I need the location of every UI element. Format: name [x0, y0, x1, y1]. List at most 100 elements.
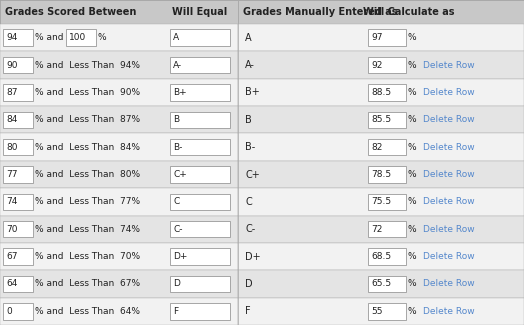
- Text: Delete Row: Delete Row: [423, 170, 475, 179]
- Bar: [368, 221, 406, 238]
- Text: 75.5: 75.5: [371, 197, 391, 206]
- Text: %: %: [408, 280, 417, 289]
- Text: 72: 72: [371, 225, 383, 234]
- Bar: [3, 276, 33, 292]
- Bar: [3, 194, 33, 210]
- Text: 0: 0: [6, 307, 12, 316]
- Bar: [0, 24, 238, 51]
- Text: 90: 90: [6, 60, 17, 70]
- Text: 80: 80: [6, 143, 17, 152]
- Bar: [66, 30, 96, 46]
- Bar: [0, 134, 238, 161]
- Text: 84: 84: [6, 115, 17, 124]
- Text: % and  Less Than  77%: % and Less Than 77%: [35, 197, 140, 206]
- Text: Delete Row: Delete Row: [423, 252, 475, 261]
- Text: C-: C-: [173, 225, 182, 234]
- Bar: [170, 139, 230, 155]
- Bar: [170, 57, 230, 73]
- Text: 64: 64: [6, 280, 17, 289]
- Bar: [0, 51, 238, 79]
- Text: A-: A-: [245, 60, 255, 70]
- Text: Will Equal: Will Equal: [172, 7, 227, 17]
- Text: % and  Less Than  94%: % and Less Than 94%: [35, 60, 140, 70]
- Text: A: A: [173, 33, 179, 42]
- Text: D+: D+: [245, 252, 260, 262]
- Bar: [0, 106, 238, 134]
- Bar: [368, 139, 406, 155]
- Bar: [238, 134, 524, 161]
- Bar: [368, 57, 406, 73]
- Text: C: C: [245, 197, 252, 207]
- Text: Delete Row: Delete Row: [423, 143, 475, 152]
- Text: D: D: [173, 280, 180, 289]
- Bar: [238, 0, 524, 24]
- Bar: [0, 298, 238, 325]
- Bar: [238, 24, 524, 51]
- Bar: [170, 30, 230, 46]
- Bar: [3, 139, 33, 155]
- Text: % and  Less Than  80%: % and Less Than 80%: [35, 170, 140, 179]
- Text: % and  Less Than  64%: % and Less Than 64%: [35, 307, 140, 316]
- Text: Delete Row: Delete Row: [423, 88, 475, 97]
- Text: % and  Less Than  87%: % and Less Than 87%: [35, 115, 140, 124]
- Text: 85.5: 85.5: [371, 115, 391, 124]
- Bar: [3, 221, 33, 238]
- Text: C: C: [173, 197, 179, 206]
- Bar: [238, 243, 524, 270]
- Text: D: D: [245, 279, 253, 289]
- Bar: [3, 166, 33, 183]
- Text: Grades Scored Between: Grades Scored Between: [5, 7, 136, 17]
- Text: B-: B-: [245, 142, 255, 152]
- Text: 82: 82: [371, 143, 383, 152]
- Text: %: %: [98, 33, 106, 42]
- Bar: [170, 221, 230, 238]
- Text: % and: % and: [35, 33, 63, 42]
- Text: %: %: [408, 252, 417, 261]
- Text: 88.5: 88.5: [371, 88, 391, 97]
- Bar: [3, 57, 33, 73]
- Bar: [3, 30, 33, 46]
- Bar: [368, 84, 406, 101]
- Text: 67: 67: [6, 252, 17, 261]
- Text: Will Calculate as: Will Calculate as: [363, 7, 454, 17]
- Text: 70: 70: [6, 225, 17, 234]
- Text: % and  Less Than  90%: % and Less Than 90%: [35, 88, 140, 97]
- Bar: [238, 51, 524, 79]
- Text: 77: 77: [6, 170, 17, 179]
- Text: Delete Row: Delete Row: [423, 280, 475, 289]
- Text: %: %: [408, 225, 417, 234]
- Bar: [3, 248, 33, 265]
- Bar: [3, 84, 33, 101]
- Text: 65.5: 65.5: [371, 280, 391, 289]
- Bar: [170, 303, 230, 319]
- Text: % and  Less Than  70%: % and Less Than 70%: [35, 252, 140, 261]
- Text: % and  Less Than  74%: % and Less Than 74%: [35, 225, 140, 234]
- Text: A: A: [245, 33, 252, 43]
- Bar: [0, 161, 238, 188]
- Bar: [238, 106, 524, 134]
- Bar: [0, 79, 238, 106]
- Bar: [0, 215, 238, 243]
- Text: %: %: [408, 115, 417, 124]
- Bar: [238, 79, 524, 106]
- Text: Grades Manually Entered as: Grades Manually Entered as: [243, 7, 398, 17]
- Bar: [3, 303, 33, 319]
- Text: 87: 87: [6, 88, 17, 97]
- Bar: [368, 276, 406, 292]
- Text: B+: B+: [245, 87, 260, 98]
- Text: 92: 92: [371, 60, 383, 70]
- Bar: [170, 166, 230, 183]
- Text: B-: B-: [173, 143, 182, 152]
- Text: %: %: [408, 170, 417, 179]
- Text: % and  Less Than  67%: % and Less Than 67%: [35, 280, 140, 289]
- Text: % and  Less Than  84%: % and Less Than 84%: [35, 143, 140, 152]
- Text: C-: C-: [245, 224, 255, 234]
- Text: A-: A-: [173, 60, 182, 70]
- Bar: [3, 111, 33, 128]
- Text: F: F: [173, 307, 178, 316]
- Bar: [368, 30, 406, 46]
- Bar: [0, 270, 238, 298]
- Text: B+: B+: [173, 88, 187, 97]
- Text: C+: C+: [245, 170, 260, 179]
- Bar: [0, 243, 238, 270]
